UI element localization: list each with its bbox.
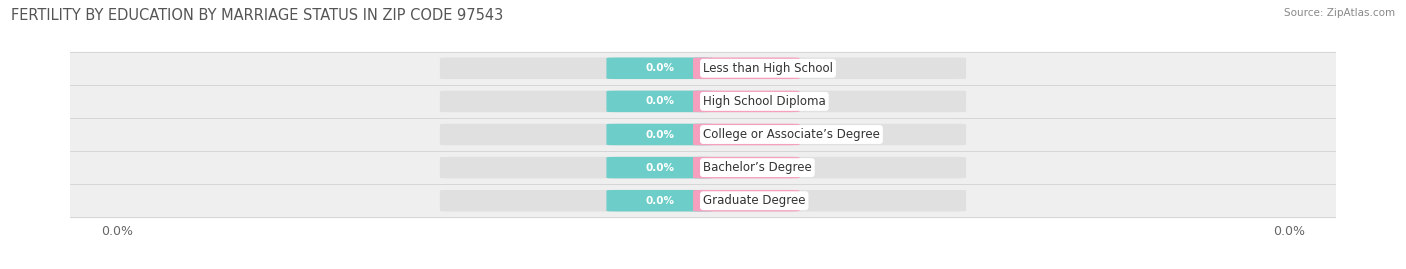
FancyBboxPatch shape: [693, 91, 800, 112]
Bar: [70, 85, 1336, 118]
Text: 0.0%: 0.0%: [731, 96, 761, 107]
FancyBboxPatch shape: [693, 157, 800, 178]
Text: 0.0%: 0.0%: [645, 196, 675, 206]
Text: 0.0%: 0.0%: [731, 129, 761, 140]
FancyBboxPatch shape: [693, 190, 966, 211]
Text: 0.0%: 0.0%: [645, 129, 675, 140]
Text: FERTILITY BY EDUCATION BY MARRIAGE STATUS IN ZIP CODE 97543: FERTILITY BY EDUCATION BY MARRIAGE STATU…: [11, 8, 503, 23]
FancyBboxPatch shape: [693, 124, 966, 145]
Text: 0.0%: 0.0%: [645, 162, 675, 173]
FancyBboxPatch shape: [606, 190, 713, 211]
FancyBboxPatch shape: [693, 58, 966, 79]
FancyBboxPatch shape: [440, 91, 713, 112]
FancyBboxPatch shape: [606, 91, 713, 112]
Text: 0.0%: 0.0%: [731, 196, 761, 206]
FancyBboxPatch shape: [440, 157, 713, 178]
Text: College or Associate’s Degree: College or Associate’s Degree: [703, 128, 880, 141]
FancyBboxPatch shape: [693, 91, 966, 112]
Text: Less than High School: Less than High School: [703, 62, 832, 75]
Bar: [70, 151, 1336, 184]
Bar: [70, 52, 1336, 85]
FancyBboxPatch shape: [606, 157, 713, 178]
Bar: [70, 184, 1336, 217]
FancyBboxPatch shape: [693, 58, 800, 79]
Text: Source: ZipAtlas.com: Source: ZipAtlas.com: [1284, 8, 1395, 18]
FancyBboxPatch shape: [693, 157, 966, 178]
Text: 0.0%: 0.0%: [645, 96, 675, 107]
FancyBboxPatch shape: [606, 58, 713, 79]
FancyBboxPatch shape: [606, 124, 713, 145]
Text: Graduate Degree: Graduate Degree: [703, 194, 806, 207]
Text: Bachelor’s Degree: Bachelor’s Degree: [703, 161, 811, 174]
Text: 0.0%: 0.0%: [645, 63, 675, 73]
FancyBboxPatch shape: [440, 190, 713, 211]
Text: High School Diploma: High School Diploma: [703, 95, 825, 108]
Text: 0.0%: 0.0%: [731, 63, 761, 73]
FancyBboxPatch shape: [693, 190, 800, 211]
FancyBboxPatch shape: [440, 124, 713, 145]
FancyBboxPatch shape: [693, 124, 800, 145]
Text: 0.0%: 0.0%: [731, 162, 761, 173]
FancyBboxPatch shape: [440, 58, 713, 79]
Bar: [70, 118, 1336, 151]
